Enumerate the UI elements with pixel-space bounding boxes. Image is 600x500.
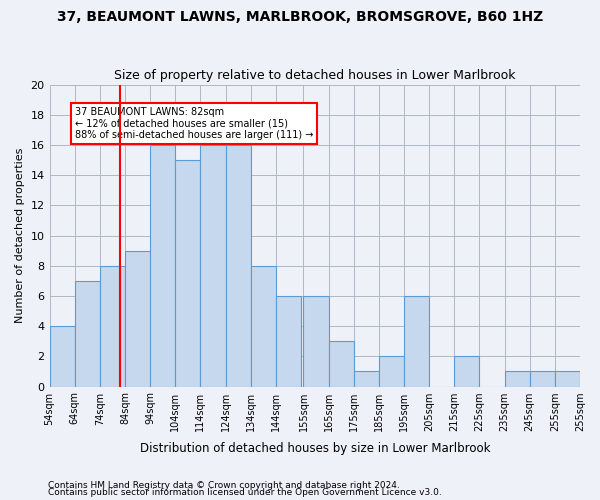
- Text: 37, BEAUMONT LAWNS, MARLBROOK, BROMSGROVE, B60 1HZ: 37, BEAUMONT LAWNS, MARLBROOK, BROMSGROV…: [57, 10, 543, 24]
- Text: 37 BEAUMONT LAWNS: 82sqm
← 12% of detached houses are smaller (15)
88% of semi-d: 37 BEAUMONT LAWNS: 82sqm ← 12% of detach…: [74, 107, 313, 140]
- Bar: [555, 372, 580, 386]
- Bar: [150, 145, 175, 386]
- Bar: [354, 372, 379, 386]
- Bar: [251, 266, 276, 386]
- Text: Contains HM Land Registry data © Crown copyright and database right 2024.: Contains HM Land Registry data © Crown c…: [48, 480, 400, 490]
- Bar: [404, 296, 429, 386]
- Text: Contains public sector information licensed under the Open Government Licence v3: Contains public sector information licen…: [48, 488, 442, 497]
- Bar: [329, 341, 354, 386]
- Bar: [379, 356, 404, 386]
- Bar: [505, 372, 530, 386]
- Bar: [100, 266, 125, 386]
- Bar: [226, 145, 251, 386]
- Bar: [200, 145, 226, 386]
- Y-axis label: Number of detached properties: Number of detached properties: [15, 148, 25, 323]
- X-axis label: Distribution of detached houses by size in Lower Marlbrook: Distribution of detached houses by size …: [140, 442, 490, 455]
- Bar: [125, 250, 150, 386]
- Title: Size of property relative to detached houses in Lower Marlbrook: Size of property relative to detached ho…: [114, 69, 515, 82]
- Bar: [304, 296, 329, 386]
- Bar: [530, 372, 555, 386]
- Bar: [50, 326, 74, 386]
- Bar: [454, 356, 479, 386]
- Bar: [276, 296, 301, 386]
- Bar: [74, 281, 100, 386]
- Bar: [175, 160, 200, 386]
